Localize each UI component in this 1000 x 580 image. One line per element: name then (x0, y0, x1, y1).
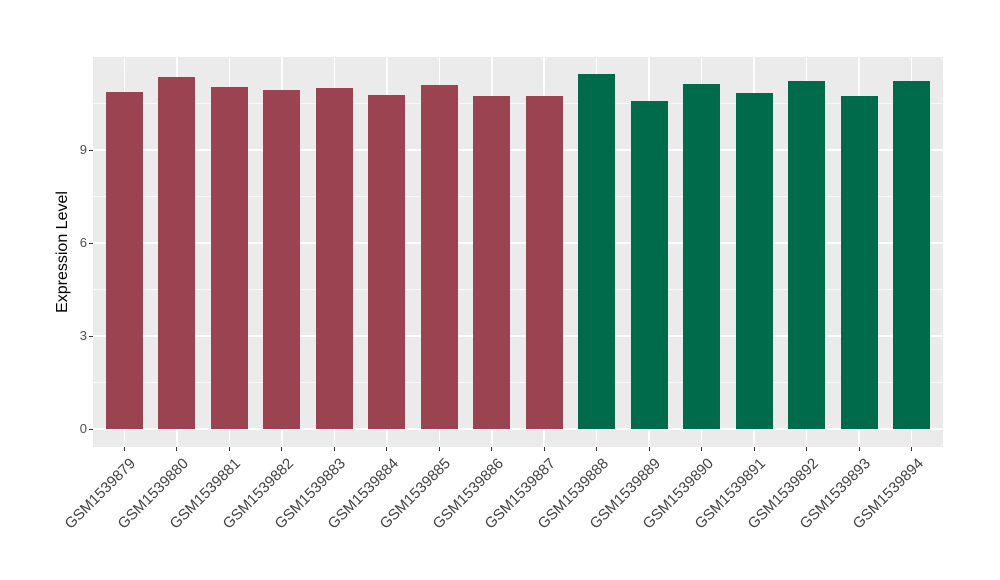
x-tick-mark (753, 447, 755, 451)
y-tick-mark (89, 149, 93, 151)
minor-gridline (93, 103, 943, 104)
x-tick-mark (123, 447, 125, 451)
bar-GSM1539886 (473, 96, 511, 429)
bar-GSM1539891 (735, 92, 773, 429)
major-gridline (93, 149, 943, 151)
x-tick-mark (333, 447, 335, 451)
y-tick-mark (89, 242, 93, 244)
plot-panel (93, 57, 943, 447)
bar-GSM1539890 (683, 83, 721, 430)
y-tick-label: 0 (79, 421, 87, 437)
bar-GSM1539881 (210, 86, 248, 429)
x-tick-mark (858, 447, 860, 451)
bar-GSM1539884 (368, 94, 406, 429)
bar-GSM1539889 (630, 101, 668, 429)
x-tick-mark (176, 447, 178, 451)
y-tick-mark (89, 335, 93, 337)
bar-GSM1539885 (420, 84, 458, 429)
bar-GSM1539879 (105, 92, 143, 429)
x-tick-mark (648, 447, 650, 451)
bar-GSM1539893 (840, 96, 878, 429)
minor-gridline (93, 289, 943, 290)
x-tick-mark (438, 447, 440, 451)
bar-GSM1539882 (263, 89, 301, 430)
bar-GSM1539892 (788, 80, 826, 429)
bar-GSM1539888 (578, 74, 616, 429)
y-tick-mark (89, 428, 93, 430)
y-tick-label: 3 (79, 328, 87, 343)
y-axis-title: Expression Level (54, 191, 71, 313)
x-tick-mark (596, 447, 598, 451)
x-tick-mark (386, 447, 388, 451)
major-gridline (93, 335, 943, 337)
x-tick-mark (806, 447, 808, 451)
bar-GSM1539887 (525, 96, 563, 429)
major-gridline (93, 428, 943, 430)
x-tick-mark (543, 447, 545, 451)
x-tick-mark (281, 447, 283, 451)
y-tick-label: 9 (79, 142, 87, 157)
x-tick-mark (911, 447, 913, 451)
bar-GSM1539880 (158, 77, 196, 429)
major-gridline (93, 242, 943, 244)
bar-GSM1539894 (893, 80, 931, 429)
y-tick-label: 6 (79, 235, 87, 250)
x-tick-mark (491, 447, 493, 451)
bar-GSM1539883 (315, 88, 353, 430)
x-tick-mark (701, 447, 703, 451)
minor-gridline (93, 196, 943, 197)
x-tick-mark (228, 447, 230, 451)
minor-gridline (93, 382, 943, 384)
